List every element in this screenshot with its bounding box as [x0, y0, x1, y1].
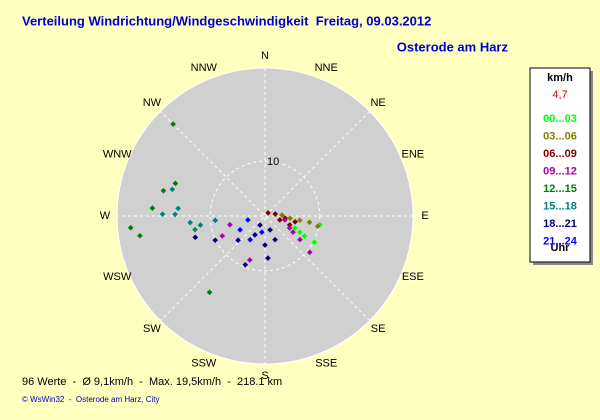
- data-point: [279, 212, 285, 218]
- data-point: [137, 232, 143, 239]
- range-label: 10: [267, 156, 279, 168]
- chart-title: Verteilung Windrichtung/Windgeschwindigk…: [22, 13, 431, 28]
- data-point: [267, 227, 273, 233]
- data-point: [259, 229, 265, 235]
- data-point: [187, 219, 194, 226]
- direction-label: SSW: [191, 358, 217, 370]
- data-point: [311, 239, 318, 246]
- data-point: [252, 232, 258, 238]
- data-point: [272, 211, 279, 217]
- legend-entry: 15...18: [543, 200, 577, 212]
- chart-subtitle: Osterode am Harz: [397, 39, 509, 54]
- data-point: [206, 289, 213, 296]
- spoke: [159, 110, 371, 322]
- data-point: [175, 205, 182, 212]
- data-point: [286, 222, 293, 228]
- direction-label: WNW: [103, 149, 132, 161]
- direction-label: NE: [370, 97, 385, 109]
- direction-label: SW: [143, 323, 161, 335]
- legend-entry: 09...12: [543, 165, 577, 177]
- data-point: [292, 225, 298, 231]
- direction-label: E: [421, 210, 428, 222]
- legend-entry: 03...06: [543, 130, 577, 142]
- data-point: [235, 237, 241, 244]
- data-point: [272, 236, 278, 243]
- direction-label: NW: [143, 97, 162, 109]
- data-point: [262, 242, 268, 248]
- direction-label: W: [100, 210, 111, 222]
- range-ring: [209, 160, 321, 272]
- data-point: [257, 222, 263, 228]
- legend-entry: 00...03: [543, 113, 577, 125]
- direction-label: SE: [371, 323, 386, 335]
- data-point: [159, 211, 166, 218]
- legend-entry: 06...09: [543, 148, 577, 160]
- direction-label: ESE: [402, 271, 424, 283]
- data-point: [127, 224, 134, 231]
- data-point: [296, 217, 303, 224]
- data-point: [219, 233, 226, 239]
- direction-label: SSE: [315, 358, 337, 370]
- data-point: [172, 211, 178, 218]
- direction-label: ENE: [402, 149, 425, 161]
- data-point: [169, 186, 176, 193]
- data-point: [306, 249, 313, 256]
- direction-label: N: [261, 50, 269, 62]
- data-point: [212, 237, 219, 244]
- data-point: [286, 225, 293, 231]
- data-point: [306, 219, 313, 226]
- data-point: [265, 210, 271, 216]
- legend-footer: Uhr: [551, 242, 571, 254]
- data-point: [247, 257, 253, 263]
- data-point: [297, 236, 303, 243]
- data-point: [160, 187, 167, 194]
- data-point: [149, 205, 156, 211]
- data-point: [301, 233, 308, 239]
- data-point: [296, 229, 303, 236]
- footer-stats: 96 Werte - Ø 9,1km/h - Max. 19,5km/h - 2…: [22, 376, 282, 388]
- current-value: 4,7: [552, 89, 567, 101]
- data-point: [265, 255, 271, 261]
- data-point: [245, 217, 251, 223]
- legend-entry: 21...24: [543, 235, 578, 247]
- data-point: [197, 222, 204, 228]
- direction-label: WSW: [103, 271, 132, 283]
- direction-label: NNW: [191, 62, 218, 74]
- data-point: [247, 236, 254, 243]
- data-point: [314, 223, 321, 230]
- spoke: [159, 110, 371, 322]
- legend-title: km/h: [547, 72, 573, 84]
- legend-entry: 18...21: [543, 218, 577, 230]
- data-point: [290, 229, 296, 235]
- data-point: [172, 180, 179, 187]
- data-point: [276, 217, 283, 223]
- data-point: [237, 226, 243, 233]
- legend: [529, 67, 591, 263]
- data-point: [170, 121, 176, 127]
- data-point: [287, 215, 293, 222]
- data-point: [212, 217, 219, 224]
- direction-label: S: [261, 370, 268, 382]
- data-point: [227, 221, 233, 228]
- data-point: [192, 234, 199, 241]
- data-point: [192, 226, 198, 233]
- data-point: [282, 217, 288, 223]
- data-point: [242, 261, 249, 268]
- legend-entry: 12...15: [543, 183, 577, 195]
- data-point: [292, 219, 298, 225]
- footer-credit: © WsWin32 - Osterode am Harz, City: [22, 395, 159, 404]
- direction-label: NNE: [315, 62, 338, 74]
